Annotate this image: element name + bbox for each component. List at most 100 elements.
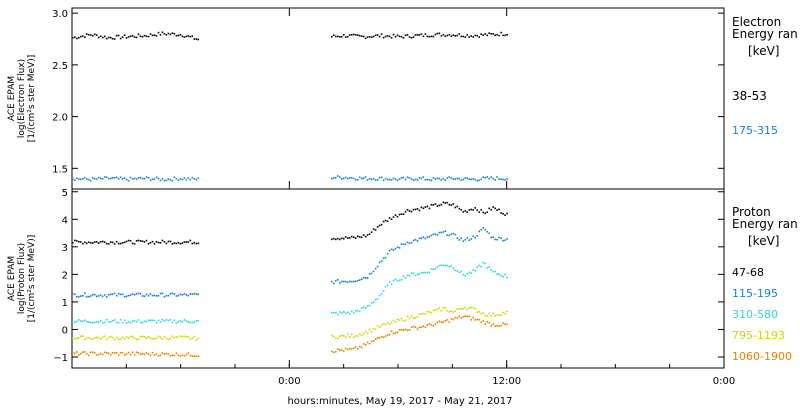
data-point [331,334,333,337]
data-point [129,322,132,324]
data-point [426,324,429,326]
data-point [496,238,498,241]
data-point [376,337,379,339]
data-point [97,36,100,39]
data-point [337,279,339,281]
data-point [384,177,387,180]
data-point [129,35,132,38]
data-point [139,35,142,37]
data-point [418,273,421,275]
data-point [446,234,449,236]
data-point [444,264,447,267]
data-point [468,271,471,274]
data-point [472,235,474,237]
data-point [356,235,359,238]
data-point [89,180,92,182]
data-point [78,240,80,243]
data-point [151,351,154,354]
data-point [123,354,126,356]
data-point [462,307,465,310]
data-point [72,337,74,339]
data-point [193,335,196,338]
data-point [488,232,490,235]
data-point [78,178,80,180]
data-point [410,272,413,274]
data-point [159,354,162,357]
data-point [127,294,130,297]
data-point [496,33,498,36]
data-point [107,321,110,323]
data-point [181,242,184,244]
data-point [366,341,369,344]
data-point [378,176,381,179]
data-point [91,34,94,37]
data-point [498,273,500,275]
data-point [372,340,375,342]
data-point [177,320,180,323]
data-point [490,33,492,35]
data-point [331,177,333,180]
data-point [135,293,138,295]
data-point [137,352,140,354]
data-point [113,319,116,321]
legend-title: Energy ran [732,217,798,231]
data-point [464,36,467,38]
data-point [165,34,168,36]
data-point [115,34,118,37]
data-point [370,302,373,304]
data-point [502,178,504,181]
data-point [456,177,459,180]
data-point [189,239,192,242]
data-point [362,306,365,308]
data-point [149,319,152,322]
data-point [356,279,359,282]
data-point [442,33,445,36]
data-point [416,34,419,36]
data-point [101,240,104,243]
data-point [87,321,90,323]
data-point [95,295,98,298]
data-point [398,35,401,38]
data-point [185,320,188,322]
series-310-580 [72,261,508,324]
data-point [400,213,403,215]
data-point [147,177,150,179]
data-point [117,34,120,37]
data-point [183,355,186,357]
data-point [430,204,433,206]
data-point [438,204,441,207]
series-795-1193 [72,306,508,341]
data-point [119,338,122,340]
data-point [474,236,476,239]
data-point [80,241,82,243]
data-point [348,280,351,283]
data-point [115,294,118,297]
data-point [344,280,347,283]
data-point [127,320,130,323]
data-point [442,306,445,309]
data-point [342,177,345,180]
data-point [185,35,188,38]
data-point [171,292,174,295]
data-point [72,321,74,324]
data-point [123,319,126,322]
data-point [440,179,443,181]
data-point [360,35,363,37]
data-point [498,208,500,211]
data-point [80,178,82,181]
data-point [408,317,411,320]
data-point [193,38,196,40]
data-point [498,314,500,316]
data-point [149,293,152,295]
electron-panel: 1.5 2.0 2.5 3.0 ACE EPAM log(Electron Flux) [1… [7,7,798,190]
data-point [111,351,114,354]
data-point [366,234,369,236]
data-point [394,178,397,181]
data-point [430,234,433,237]
data-point [137,239,140,242]
data-point [183,293,186,295]
data-point [165,179,168,182]
data-point [480,209,482,211]
data-point [137,319,140,321]
